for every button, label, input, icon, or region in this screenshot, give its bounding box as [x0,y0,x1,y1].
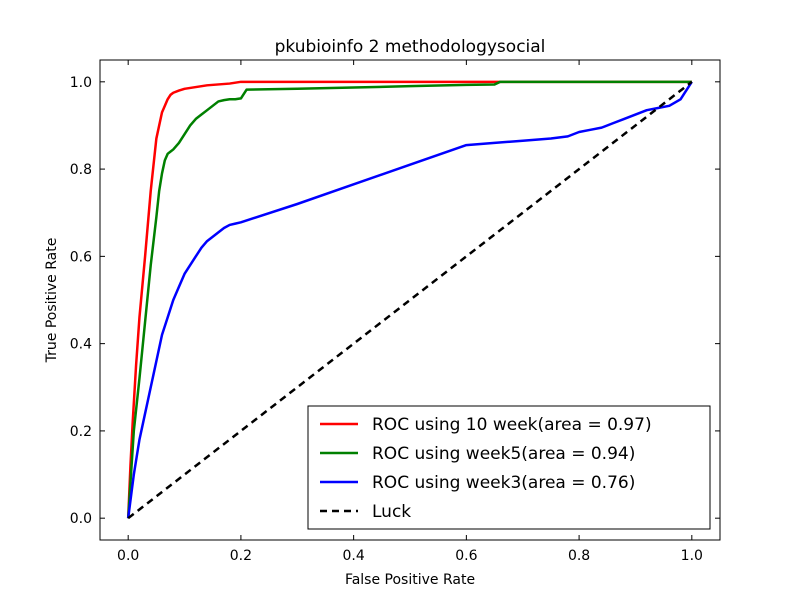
y-tick-label: 0.4 [70,337,92,353]
x-tick-label: 0.2 [230,548,252,564]
legend-label-4: Luck [372,502,411,522]
x-tick-label: 1.0 [681,548,703,564]
x-tick-label: 0.6 [455,548,477,564]
chart-title: pkubioinfo 2 methodologysocial [275,37,546,57]
x-tick-label: 0.0 [117,548,139,564]
y-tick-label: 0.8 [70,162,92,178]
legend-box [307,405,711,530]
legend-label-2: ROC using week5(area = 0.94) [372,444,635,464]
y-axis-label: True Positive Rate [44,238,60,364]
y-tick-label: 0.2 [70,424,92,440]
series-line-3 [126,81,693,519]
x-tick-label: 0.4 [343,548,365,564]
plot-area-frame [99,59,721,541]
series-layer [126,80,693,520]
legend: ROC using 10 week(area = 0.97) ROC using … [307,405,711,530]
legend-label-3: ROC using week3(area = 0.76) [372,473,635,493]
series-line-2 [126,80,692,519]
y-tick-label: 0.6 [70,249,92,265]
x-tick-label: 0.8 [568,548,590,564]
x-axis-ticks: 0.0 0.2 0.4 0.6 0.8 1.0 [117,60,703,564]
y-tick-label: 1.0 [70,75,92,91]
series-line-1 [126,80,692,519]
series-line-4 [127,80,693,520]
y-tick-label: 0.0 [70,511,92,527]
legend-label-1: ROC using 10 week(area = 0.97) [372,415,652,435]
y-axis-ticks: 0.0 0.2 0.4 0.6 0.8 1.0 [70,75,720,527]
x-axis-label: False Positive Rate [345,572,475,588]
